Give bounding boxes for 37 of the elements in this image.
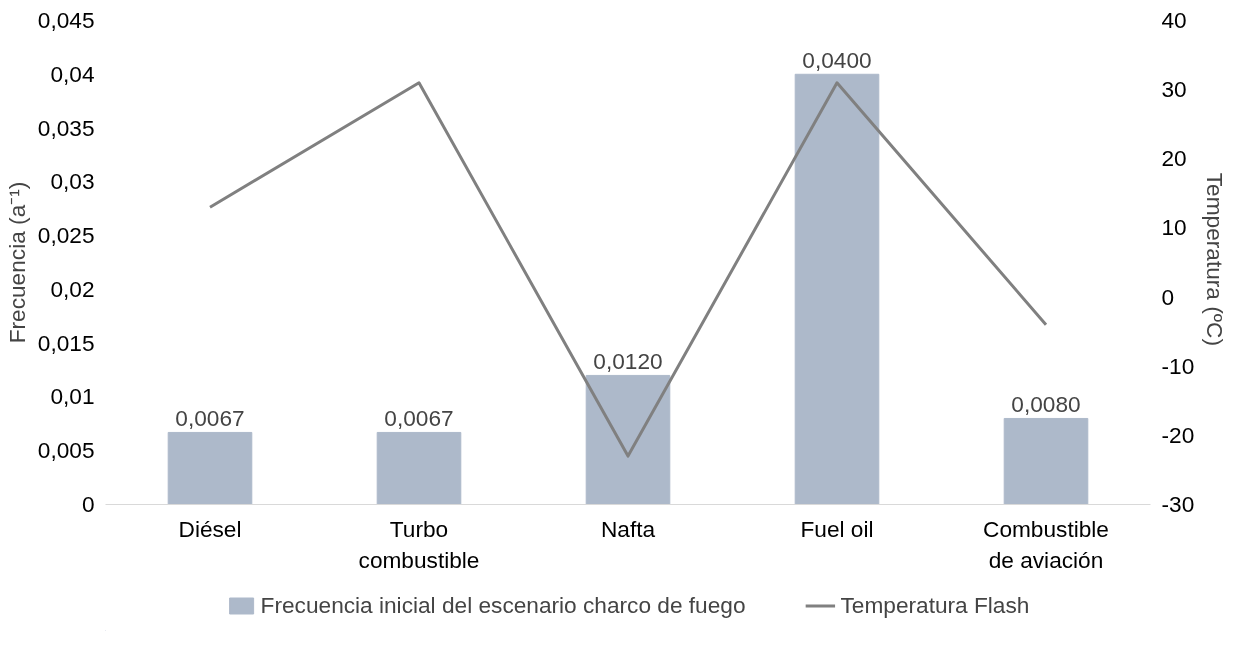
y2-tick-label: 30 <box>1161 76 1187 103</box>
y2-tick-label: -10 <box>1161 352 1195 379</box>
data-label: 0,0067 <box>384 405 454 432</box>
y2-tick-label: -30 <box>1161 491 1195 517</box>
y2-tick-label: 0 <box>1161 283 1175 310</box>
x-tick-label: Turbo combustible <box>358 515 480 573</box>
data-label: 0,0080 <box>1011 391 1081 418</box>
data-label: 0,0120 <box>593 348 663 375</box>
legend-label: Frecuencia inicial del escenario charco de fuego <box>260 591 746 619</box>
x-tick-label: Fuel oil <box>800 515 874 542</box>
y-tick-label: 0 <box>81 491 95 517</box>
bar <box>376 431 462 505</box>
x-tick-label: Nafta <box>600 515 656 542</box>
bar <box>167 431 253 505</box>
y2-axis-title: Temperatura (ºC) <box>1202 172 1229 346</box>
x-tick-label: Combustible de aviación <box>983 515 1109 573</box>
data-label: 0,0400 <box>802 47 872 74</box>
legend-label: Temperatura Flash <box>840 591 1030 619</box>
y2-tick-label: 40 <box>1161 7 1187 33</box>
y-tick-label: 0,04 <box>50 60 95 87</box>
data-label: 0,0067 <box>175 405 245 432</box>
y2-tick-label: 20 <box>1161 145 1187 172</box>
y2-tick-label: -20 <box>1161 421 1195 448</box>
x-tick-label: Diésel <box>178 515 242 542</box>
y-tick-label: 0,005 <box>37 437 95 464</box>
y-tick-label: 0,01 <box>50 383 95 410</box>
y-tick-label: 0,03 <box>50 168 95 195</box>
bar <box>794 73 880 505</box>
y-tick-label: 0,015 <box>37 329 95 356</box>
y-tick-label: 0,045 <box>37 7 95 33</box>
y-axis-title: Frecuencia (a⁻¹) <box>3 181 30 344</box>
y-tick-label: 0,035 <box>37 114 95 141</box>
y-tick-label: 0,025 <box>37 222 95 249</box>
y-tick-label: 0,02 <box>50 275 95 302</box>
bar <box>1003 417 1089 505</box>
y2-tick-label: 10 <box>1161 214 1187 241</box>
bar <box>585 374 671 505</box>
